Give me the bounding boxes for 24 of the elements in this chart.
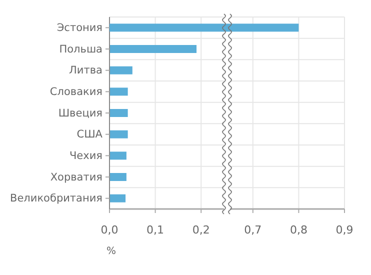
bar [110,130,128,138]
bar [110,88,128,96]
x-tick-label: 0,2 [192,224,210,237]
bar [110,66,132,74]
x-tick-label: 0,1 [146,224,164,237]
x-tick-label: 0,7 [244,224,262,237]
y-tick-label: Великобритания [10,192,102,205]
y-tick-label: Польша [59,43,102,56]
x-axis-title: % [106,246,116,257]
y-tick-label: Эстония [56,22,102,34]
x-tick-label: 0,8 [290,224,308,237]
bar [110,194,126,202]
bar [110,152,126,160]
bar [110,173,126,181]
bar [110,45,197,53]
x-tick-label: 0,0 [100,224,118,237]
y-tick-label: Хорватия [50,171,102,184]
y-tick-label: Швеция [58,107,102,120]
bar [110,109,128,117]
y-tick-label: Литва [69,64,102,77]
x-tick-label: 0,9 [336,224,354,237]
y-tick-label: Словакия [50,86,102,98]
y-tick-label: США [76,128,104,141]
y-tick-label: Чехия [69,150,102,162]
